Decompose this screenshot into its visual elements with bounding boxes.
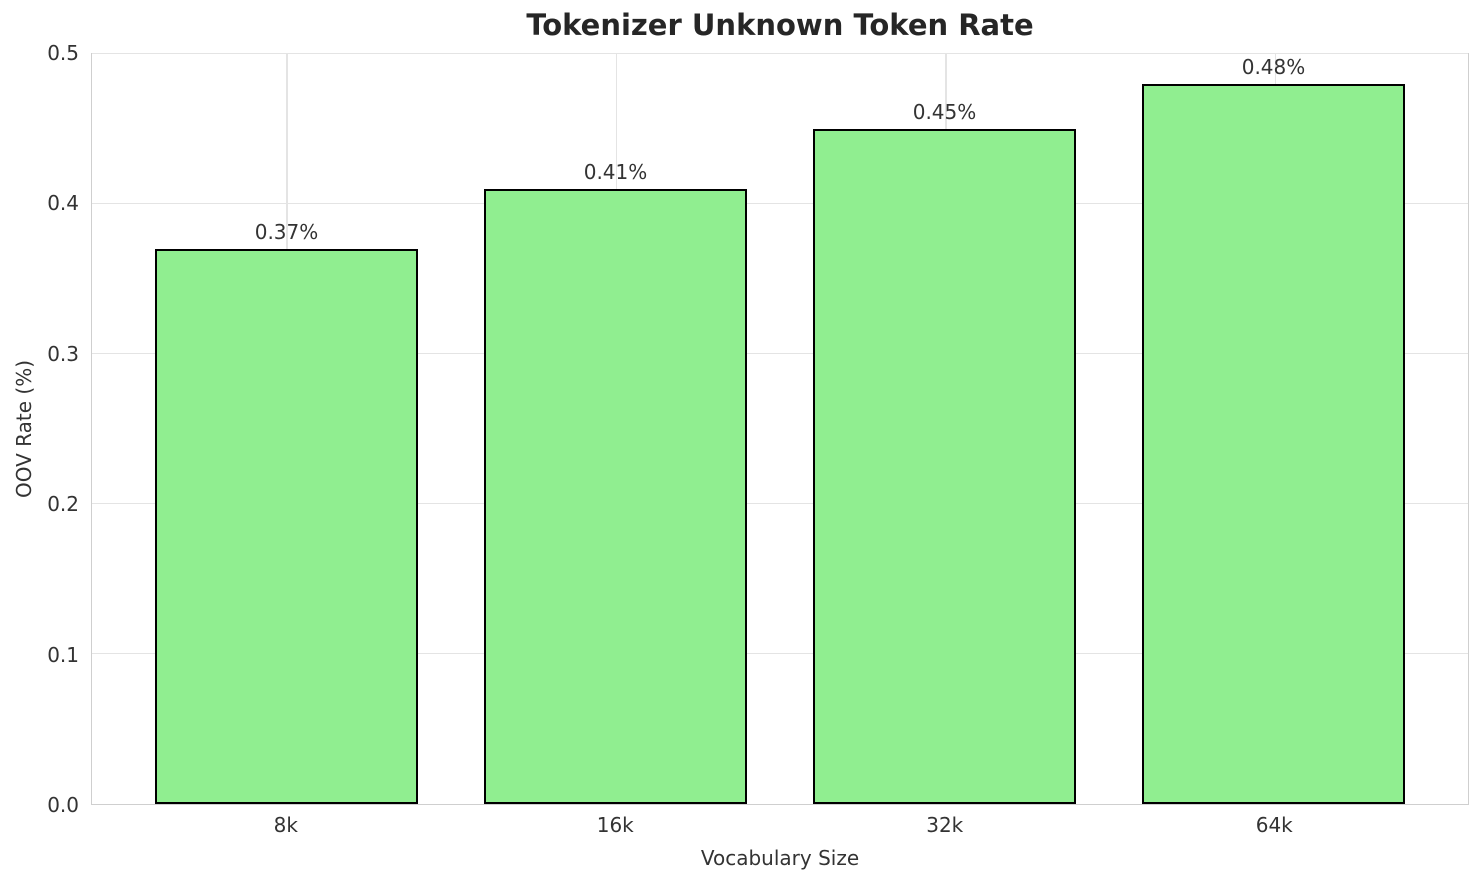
y-tick-label: 0.5 [47, 41, 79, 65]
bar-16k [484, 189, 747, 804]
bar-64k [1142, 84, 1405, 804]
x-tick-label: 16k [596, 813, 634, 837]
chart-title: Tokenizer Unknown Token Rate [526, 8, 1034, 42]
bars-container: 0.37% 0.41% 0.45% 0.48% [92, 54, 1468, 804]
x-tick-label: 64k [1255, 813, 1293, 837]
horizontal-gridline [92, 352, 1468, 354]
y-tick-label: 0.4 [47, 191, 79, 216]
horizontal-gridline [92, 652, 1468, 654]
x-axis-label: Vocabulary Size [700, 846, 860, 870]
y-tick-labels: 0.0 0.1 0.2 0.3 0.4 0.5 [0, 42, 79, 816]
plot-area: 0.37% 0.41% 0.45% 0.48% [91, 52, 1469, 805]
x-tick-labels: 8k 16k 32k 64k [91, 813, 1469, 837]
bar-value-label: 0.48% [1241, 55, 1306, 79]
horizontal-gridline [92, 502, 1468, 504]
y-tick-label: 0.0 [47, 793, 79, 817]
bar-value-label: 0.45% [912, 100, 977, 124]
y-tick-label: 0.3 [47, 341, 79, 366]
x-tick-label: 8k [273, 813, 298, 837]
x-tick-label: 32k [926, 813, 964, 837]
y-tick-label: 0.2 [47, 492, 79, 517]
bar-8k [155, 249, 418, 804]
bar-slot: 0.41% [451, 54, 780, 804]
bar-slot: 0.37% [122, 54, 451, 804]
y-tick-label: 0.1 [47, 642, 79, 667]
horizontal-gridline [92, 52, 1468, 54]
bar-value-label: 0.37% [254, 220, 319, 244]
bar-slot: 0.48% [1109, 54, 1438, 804]
horizontal-gridline [92, 202, 1468, 204]
bar-value-label: 0.41% [583, 160, 648, 184]
bar-32k [813, 129, 1076, 804]
bar-slot: 0.45% [780, 54, 1109, 804]
